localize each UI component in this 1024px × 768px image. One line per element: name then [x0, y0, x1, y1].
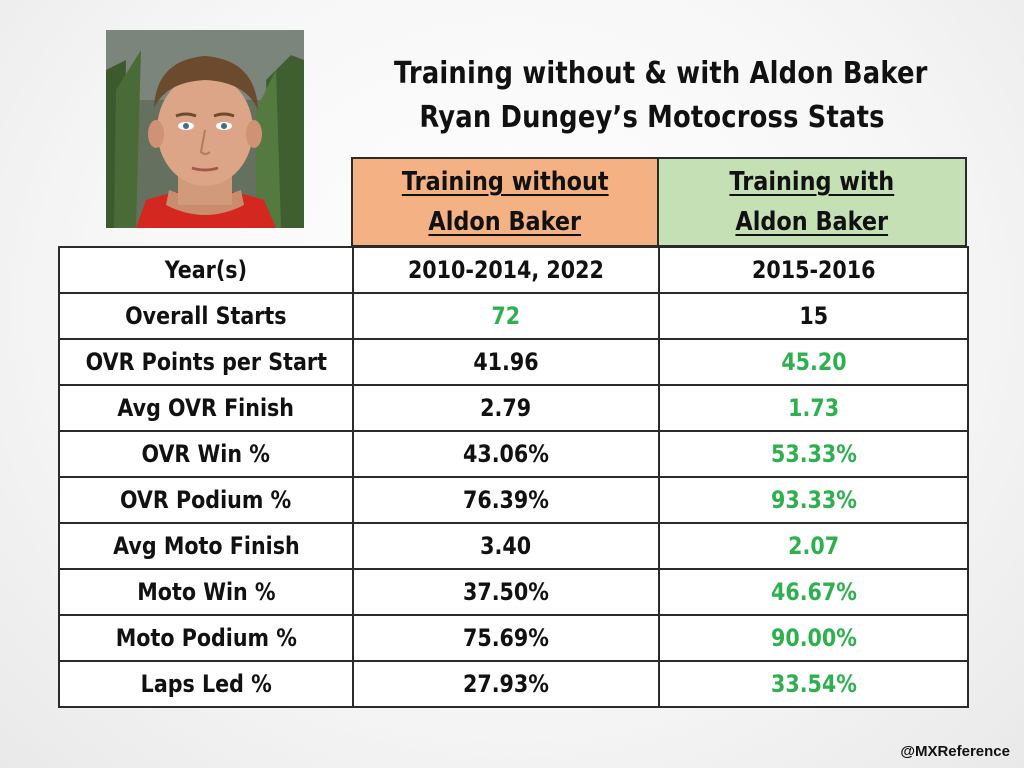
- value-cell-with: 53.33%: [658, 430, 969, 478]
- row-label: Avg Moto Finish: [112, 532, 300, 560]
- value-with: 93.33%: [770, 486, 857, 514]
- row-label-cell: Avg OVR Finish: [58, 384, 354, 432]
- row-label-cell: Year(s): [58, 246, 354, 294]
- column-header-without-line-2: Aldon Baker: [428, 207, 582, 237]
- value-cell-without: 41.96: [352, 338, 660, 386]
- row-label: Avg OVR Finish: [117, 394, 295, 422]
- value-cell-with: 15: [658, 292, 969, 340]
- value-without: 72: [491, 302, 521, 330]
- value-without: 41.96: [473, 348, 539, 376]
- table-row: Overall Starts 72 15: [58, 292, 969, 340]
- row-label: Moto Win %: [136, 578, 276, 606]
- row-label-cell: Moto Podium %: [58, 614, 354, 662]
- value-without: 2.79: [480, 394, 532, 422]
- value-with: 1.73: [788, 394, 839, 422]
- row-label-cell: OVR Points per Start: [58, 338, 354, 386]
- title-line-1: Training without & with Aldon Baker: [394, 56, 928, 91]
- column-header-without-line-1: Training without: [401, 167, 609, 197]
- value-without: 43.06%: [463, 440, 549, 468]
- value-cell-without: 43.06%: [352, 430, 660, 478]
- row-label: Overall Starts: [125, 302, 287, 330]
- table-row: Moto Win % 37.50% 46.67%: [58, 568, 969, 616]
- column-header-without: Training without Aldon Baker: [351, 157, 659, 247]
- value-with: 2015-2016: [751, 256, 876, 284]
- table-row: Moto Podium % 75.69% 90.00%: [58, 614, 969, 662]
- value-without: 2010-2014, 2022: [408, 256, 604, 284]
- table-row: OVR Win % 43.06% 53.33%: [58, 430, 969, 478]
- table-row: Laps Led % 27.93% 33.54%: [58, 660, 969, 708]
- credit-handle: @MXReference: [900, 743, 1010, 760]
- row-label-cell: OVR Podium %: [58, 476, 354, 524]
- column-header-with-line-2: Aldon Baker: [735, 207, 889, 237]
- value-cell-with: 45.20: [658, 338, 969, 386]
- value-cell-without: 76.39%: [352, 476, 660, 524]
- value-with: 33.54%: [770, 670, 857, 698]
- chart-title: Training without & with Aldon Baker Ryan…: [394, 52, 928, 140]
- value-cell-without: 75.69%: [352, 614, 660, 662]
- value-cell-with: 2.07: [658, 522, 969, 570]
- rider-photo: [106, 30, 304, 228]
- value-cell-with: 46.67%: [658, 568, 969, 616]
- value-cell-without: 3.40: [352, 522, 660, 570]
- row-label-cell: Moto Win %: [58, 568, 354, 616]
- table-row: OVR Points per Start 41.96 45.20: [58, 338, 969, 386]
- value-without: 27.93%: [463, 670, 549, 698]
- value-cell-without: 72: [352, 292, 660, 340]
- row-label: OVR Win %: [141, 440, 271, 468]
- title-line-2: Ryan Dungey’s Motocross Stats: [419, 100, 885, 135]
- row-label-cell: Overall Starts: [58, 292, 354, 340]
- value-cell-without: 2.79: [352, 384, 660, 432]
- stats-table-body: Year(s) 2010-2014, 2022 2015-2016 Overall S…: [58, 246, 969, 708]
- row-label: Moto Podium %: [115, 624, 297, 652]
- table-row: Year(s) 2010-2014, 2022 2015-2016: [58, 246, 969, 294]
- value-with: 45.20: [780, 348, 847, 376]
- row-label: Year(s): [164, 256, 248, 284]
- value-cell-without: 27.93%: [352, 660, 660, 708]
- table-row: OVR Podium % 76.39% 93.33%: [58, 476, 969, 524]
- value-cell-with: 33.54%: [658, 660, 969, 708]
- value-with: 2.07: [788, 532, 839, 560]
- column-header-with-line-1: Training with: [729, 167, 895, 197]
- value-cell-with: 2015-2016: [658, 246, 969, 294]
- column-header-with: Training with Aldon Baker: [657, 157, 967, 247]
- value-with: 46.67%: [770, 578, 857, 606]
- table-row: Avg Moto Finish 3.40 2.07: [58, 522, 969, 570]
- row-label: OVR Podium %: [120, 486, 292, 514]
- value-cell-with: 90.00%: [658, 614, 969, 662]
- value-without: 37.50%: [463, 578, 549, 606]
- row-label-cell: Avg Moto Finish: [58, 522, 354, 570]
- rider-portrait-image: [106, 30, 304, 228]
- value-cell-with: 93.33%: [658, 476, 969, 524]
- row-label: OVR Points per Start: [85, 348, 327, 376]
- value-with: 15: [799, 302, 828, 330]
- value-with: 53.33%: [770, 440, 857, 468]
- value-without: 75.69%: [463, 624, 549, 652]
- row-label-cell: Laps Led %: [58, 660, 354, 708]
- value-without: 3.40: [480, 532, 532, 560]
- stats-table: Year(s) 2010-2014, 2022 2015-2016 Overall S…: [58, 246, 969, 708]
- value-cell-without: 37.50%: [352, 568, 660, 616]
- table-row: Avg OVR Finish 2.79 1.73: [58, 384, 969, 432]
- row-label: Laps Led %: [140, 670, 272, 698]
- value-cell-with: 1.73: [658, 384, 969, 432]
- value-without: 76.39%: [463, 486, 549, 514]
- row-label-cell: OVR Win %: [58, 430, 354, 478]
- value-cell-without: 2010-2014, 2022: [352, 246, 660, 294]
- value-with: 90.00%: [770, 624, 857, 652]
